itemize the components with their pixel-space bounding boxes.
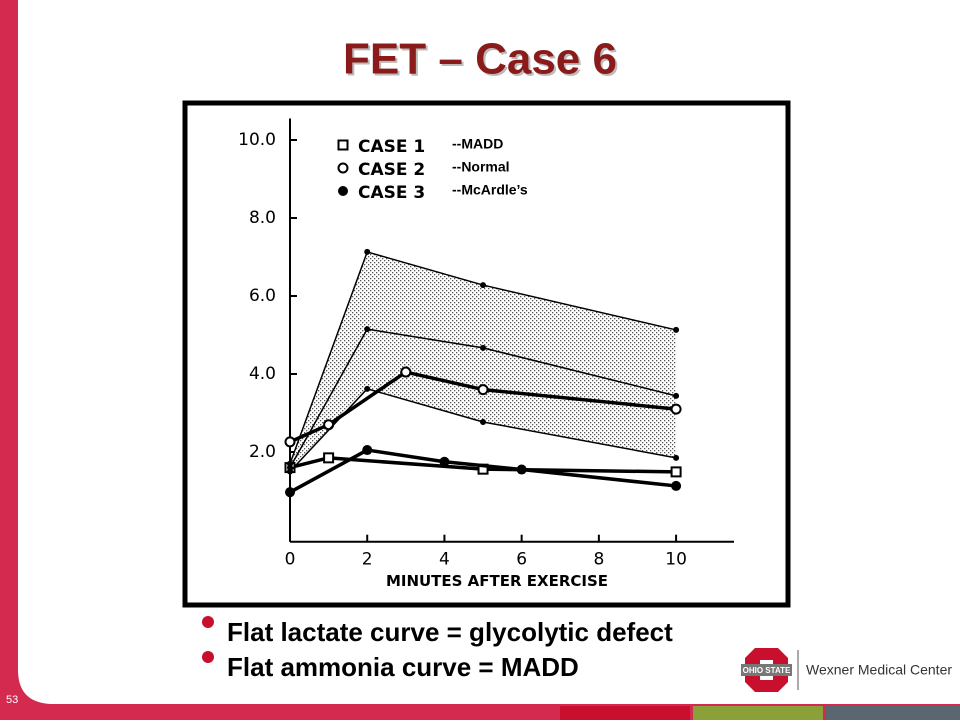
slide-title: FET – Case 6 <box>343 35 617 84</box>
series-line <box>289 456 677 474</box>
footer-bar <box>826 706 960 720</box>
bullet-dot <box>202 651 214 663</box>
series-line <box>289 251 677 464</box>
marker <box>362 445 373 456</box>
marker <box>516 464 527 475</box>
legend-note: --MADD <box>452 136 503 152</box>
marker <box>337 162 349 174</box>
footer-bar <box>693 706 823 720</box>
marker <box>287 468 293 475</box>
x-tick-label: 0 <box>285 550 296 570</box>
title-shadow: FET – Case 6 <box>345 37 619 86</box>
x-axis-label: MINUTES AFTER EXERCISE <box>386 572 608 590</box>
marker <box>439 456 450 467</box>
y-tick-label: 4.0 <box>249 364 276 384</box>
y-tick-label: 10.0 <box>238 130 276 150</box>
x-tick-label: 10 <box>665 550 687 570</box>
logo-mark: OHIO STATE <box>743 666 791 675</box>
marker <box>284 436 296 448</box>
logo: OHIO STATE Wexner Medical Center <box>741 648 952 692</box>
legend-label: CASE 2 <box>358 160 425 180</box>
bullet-dot <box>202 616 214 628</box>
marker <box>670 466 682 478</box>
series-line <box>289 388 677 473</box>
bullet: Flat lactate curve = glycolytic defect <box>227 617 673 647</box>
marker <box>285 487 295 498</box>
footer-bar <box>560 706 690 720</box>
series-line <box>289 328 677 468</box>
legend-note: --Normal <box>452 159 510 175</box>
marker <box>673 392 680 399</box>
x-tick-label: 2 <box>362 550 373 570</box>
marker <box>480 282 487 289</box>
y-tick-label: 2.0 <box>249 442 276 462</box>
marker <box>364 248 371 255</box>
marker <box>337 139 349 151</box>
marker <box>364 326 371 333</box>
y-tick-label: 6.0 <box>249 286 276 306</box>
chart: 2.0 4.0 6.0 8.0 10.0 0 2 4 6 8 10 MINUTES AFTER EXE… <box>238 118 734 590</box>
x-tick-label: 4 <box>439 550 450 570</box>
marker <box>477 384 489 396</box>
marker <box>400 366 412 378</box>
marker <box>364 385 371 392</box>
bullet: Flat ammonia curve = MADD <box>227 652 579 682</box>
marker <box>673 326 680 333</box>
marker <box>480 344 487 351</box>
marker <box>480 418 487 425</box>
x-tick-label: 8 <box>593 550 604 570</box>
marker <box>670 403 682 415</box>
legend-note: --McArdle’s <box>452 182 528 198</box>
logo-text: Wexner Medical Center <box>806 662 952 678</box>
legend-label: CASE 1 <box>358 137 425 157</box>
marker <box>671 480 682 491</box>
x-tick-label: 6 <box>516 550 527 570</box>
marker <box>673 454 680 461</box>
legend-label: CASE 3 <box>358 183 425 203</box>
marker <box>323 452 335 464</box>
y-tick-label: 8.0 <box>249 208 276 228</box>
normal-range-fill <box>290 251 677 472</box>
marker <box>338 186 348 196</box>
page-number: 53 <box>6 694 18 706</box>
